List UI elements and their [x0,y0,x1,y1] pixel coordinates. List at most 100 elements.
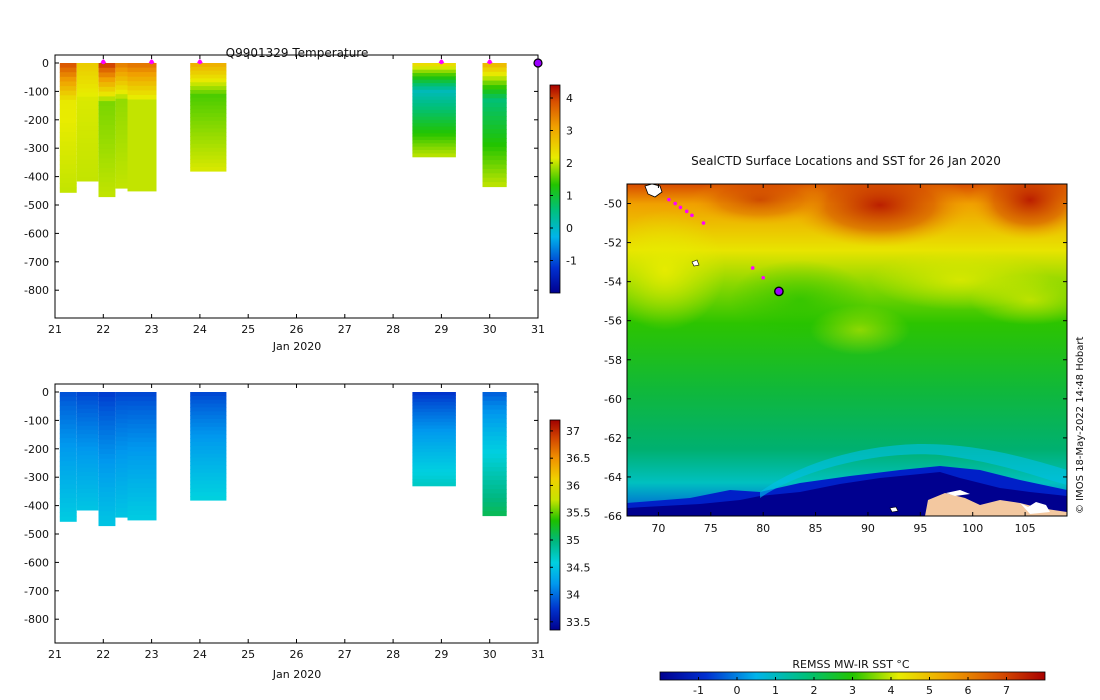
profile-cell [190,90,227,95]
profile-cell [190,395,227,401]
profile-cell [412,99,456,104]
map-y-tick-label: -62 [604,432,622,445]
profile-cell [412,123,456,128]
profile-cell [412,452,456,457]
profile-cell [190,136,227,141]
profile-cell [59,419,77,425]
profile-cell [482,471,507,477]
temperature-panel: Q9901329 Temperature 21 22 23 24 25 26 27 28 29 3… [24,46,577,353]
profile-cell [98,434,116,441]
profile-cell [76,476,99,481]
profile-cell [76,164,99,169]
profile-cell [127,469,157,475]
profile-cell [127,172,157,178]
profile-cell [482,129,507,135]
profile-cell [482,164,507,170]
colorbar-tick-label: -1 [566,255,577,268]
profile-cell [115,174,128,180]
profile-cell [76,429,99,435]
profile-cell [412,106,456,111]
temperature-chart-title: Q9901329 Temperature [226,46,369,60]
imos-credit: © IMOS 18-May-2022 14:48 Hobart [1075,337,1086,514]
profile-cell [59,86,77,92]
profile-cell [115,436,128,442]
profile-cell [127,442,157,448]
profile-cell [412,455,456,460]
profile-cell [98,439,116,446]
profile-cell [98,449,116,455]
profile-cell [190,434,227,439]
profile-cell [115,441,128,447]
profile-cell [98,477,116,484]
profile-cell [412,432,456,437]
profile-cell [98,82,116,88]
x-tick-label: 23 [145,323,159,336]
profile-cell [59,63,77,69]
profile-cell [115,423,128,429]
x-tick-label: 28 [386,648,400,661]
profile-cell [98,487,116,493]
profile-cell [482,63,507,68]
profile-cell [76,63,99,68]
profile-cell [115,112,128,118]
profile-cell [76,100,99,106]
y-tick-label: 0 [42,57,49,70]
profile-cell [412,129,456,134]
profile-cell [98,120,116,126]
sst-map-panel: SealCTD Surface Locations and SST for 26… [604,154,1068,697]
sst-colorbar-tick-label: 1 [772,684,779,697]
y-tick-label: -100 [24,414,49,427]
y-tick-label: -600 [24,227,49,240]
current-location-marker [774,286,784,297]
profile-cell [127,177,157,183]
profile-cell [76,459,99,465]
profile-cell [59,183,77,189]
profile-cell [76,497,99,502]
profile-cell [59,118,77,124]
profile-cell [98,186,116,193]
profile-cell [190,403,227,409]
y-tick-label: -600 [24,556,49,569]
profile-cell [76,79,99,85]
colorbar-tick-label: 36 [566,479,580,492]
profile-cell [115,427,128,433]
profile-cell [59,438,77,444]
sst-colorbar-label: REMSS MW-IR SST °C [792,658,910,671]
profile-cell [98,506,116,512]
profile-cell [76,126,99,131]
profile-cell [190,120,227,126]
salinity-profiles [59,392,507,527]
profile-cell [76,501,99,507]
profile-cell [76,121,99,127]
profile-cell [482,80,507,86]
profile-cell [59,470,77,476]
profile-cell [98,77,116,83]
profile-cell [190,446,227,451]
profile-cell [412,63,456,67]
x-tick-label: 27 [338,323,352,336]
profile-cell [190,430,227,435]
profile-cell [98,463,116,469]
track-point [761,275,765,280]
sst-colorbar-tick-label: 5 [926,684,933,697]
profile-cell [76,176,99,182]
profile-cell [115,170,128,176]
profile-cell [127,72,157,78]
profile-cell [76,421,99,427]
profile-cell [482,76,507,82]
profile-cell [190,66,227,72]
profile-cell [59,479,77,485]
profile-cell [76,96,99,102]
profile-cell [98,101,116,107]
profile-cell [190,155,227,160]
profile-cell [412,458,456,463]
profile-cell [127,158,157,164]
profile-cell [412,482,456,487]
profile-cell [59,415,77,421]
profile-cell [59,76,77,82]
profile-cell [482,409,507,415]
profile-cell [76,130,99,136]
profile-cell [59,488,77,495]
profile-cell [59,507,77,513]
profile-cell [115,71,128,77]
